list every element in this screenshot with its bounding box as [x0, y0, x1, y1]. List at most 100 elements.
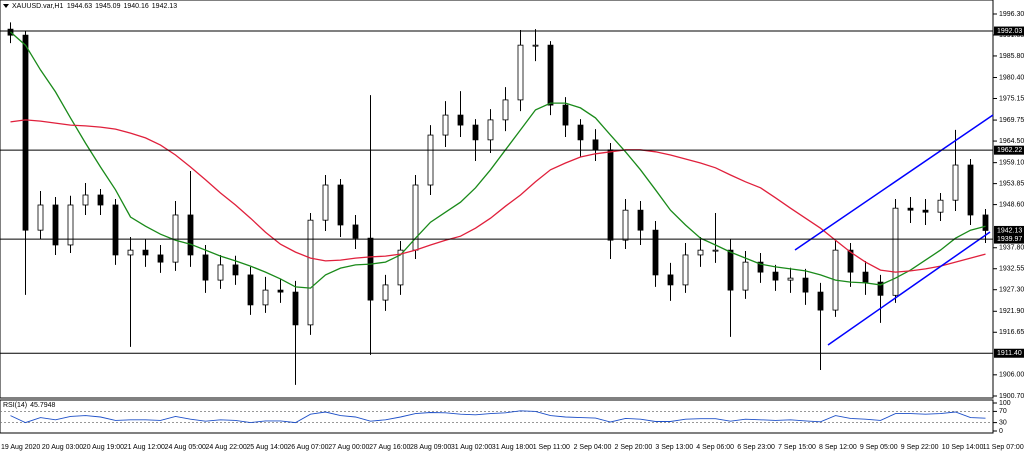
candles [7, 22, 989, 385]
candle-body [967, 164, 974, 216]
level-text: 1992.03 [997, 28, 1022, 35]
candle-body [457, 114, 464, 126]
x-tick-label: 11 Sep 07:00 [983, 444, 1024, 451]
y-tick-label: 1921.90 [999, 308, 1024, 315]
x-tick-label: 20 Aug 19:00 [83, 444, 124, 451]
candle-body [727, 249, 734, 291]
level-label: 1962.22 [994, 145, 1024, 155]
candle-body [262, 289, 269, 306]
x-tick-label: 20 Aug 03:00 [42, 444, 83, 451]
candle-body [517, 44, 524, 101]
candle-body [592, 139, 599, 151]
candle-body [622, 209, 629, 241]
x-tick-label: 21 Aug 12:00 [124, 444, 165, 451]
candle-body [97, 194, 104, 206]
x-tick-label: 27 Aug 16:00 [369, 444, 410, 451]
x-tick-label: 19 Aug 2020 [1, 444, 40, 451]
candle-body [217, 264, 224, 281]
price-pane [0, 0, 994, 399]
rsi-tick-label: 30 [999, 419, 1007, 426]
candle-body [652, 229, 659, 276]
candle-body [862, 271, 869, 283]
x-tick-label: 24 Aug 05:00 [165, 444, 206, 451]
y-tick-label: 1906.00 [999, 372, 1024, 379]
y-tick-label: 1996.30 [999, 11, 1024, 18]
symbol: XAUUSD.var,H1 [12, 3, 63, 10]
x-tick-label: 28 Aug 09:00 [410, 444, 451, 451]
y-tick-label: 1959.10 [999, 159, 1024, 166]
x-tick-label: 6 Sep 23:00 [737, 444, 775, 451]
x-tick-label: 24 Aug 22:00 [206, 444, 247, 451]
candle-body [142, 249, 149, 256]
y-tick-label: 1900.70 [999, 393, 1024, 400]
candle-body [607, 149, 614, 241]
candle-body [892, 207, 899, 296]
candle-body [502, 99, 509, 121]
x-tick-label: 2 Sep 04:00 [574, 444, 612, 451]
level-box [994, 234, 1024, 244]
candle-body [532, 44, 539, 47]
candle-body [367, 237, 374, 301]
rsi-pane [0, 399, 994, 434]
y-tick-label: 1985.80 [999, 53, 1024, 60]
level-box [994, 348, 1024, 358]
x-tick-label: 9 Sep 05:00 [860, 444, 898, 451]
level-text: 1939.97 [997, 236, 1022, 243]
y-tick-label: 1916.65 [999, 329, 1024, 336]
candle-body [382, 284, 389, 301]
candle-body [907, 207, 914, 211]
candle-body [22, 34, 29, 231]
candle-body [442, 114, 449, 136]
bar-high: 1945.09 [95, 3, 120, 10]
candle-body [82, 194, 89, 206]
trend-line [794, 114, 994, 251]
candle-body [352, 224, 359, 239]
current-price-label: 1942.13 [994, 225, 1024, 235]
rsi-value: 45.7948 [30, 402, 55, 409]
candle-body [397, 249, 404, 286]
level-label: 1992.03 [994, 26, 1024, 36]
x-tick-label: 31 Aug 18:00 [492, 444, 533, 451]
candle-body [157, 254, 164, 263]
bar-open: 1944.63 [67, 3, 92, 10]
candle-body [982, 214, 989, 231]
candle-body [712, 249, 719, 252]
candle-body [52, 204, 59, 246]
rsi-name: RSI(14) [3, 402, 27, 409]
chart-title: XAUUSD.var,H1 1944.63 1945.09 1940.16 1942.1… [12, 3, 177, 10]
x-tick-label: 8 Sep 12:00 [819, 444, 857, 451]
candle-body [682, 254, 689, 286]
x-tick-label: 7 Sep 15:00 [778, 444, 816, 451]
candle-body [562, 104, 569, 126]
level-box [994, 26, 1024, 36]
y-tick-label: 1964.50 [999, 138, 1024, 145]
y-tick-label: 1975.15 [999, 95, 1024, 102]
candle-body [577, 124, 584, 141]
level-label: 1911.40 [994, 348, 1024, 358]
rsi-tick-label: 100 [999, 400, 1011, 407]
candle-body [667, 274, 674, 286]
candle-body [547, 44, 554, 106]
candle-body [952, 164, 959, 201]
candle-body [292, 291, 299, 326]
x-tick-label: 27 Aug 00:00 [328, 444, 369, 451]
menu-arrow [3, 4, 9, 8]
candle-body [427, 134, 434, 186]
candle-body [172, 214, 179, 263]
y-tick-label: 1980.40 [999, 74, 1024, 81]
x-tick-label: 4 Sep 06:00 [696, 444, 734, 451]
candle-body [697, 249, 704, 256]
candle-body [232, 264, 239, 276]
candle-body [802, 277, 809, 293]
y-tick-label: 1969.75 [999, 117, 1024, 124]
level-label: 1939.97 [994, 234, 1024, 244]
candle-body [487, 119, 494, 141]
y-tick-label: 1932.55 [999, 266, 1024, 273]
current-price-box [994, 225, 1024, 235]
candle-body [277, 289, 284, 293]
y-tick-label: 1953.85 [999, 180, 1024, 187]
candle-body [922, 209, 929, 213]
candle-body [787, 277, 794, 281]
candle-body [847, 249, 854, 273]
